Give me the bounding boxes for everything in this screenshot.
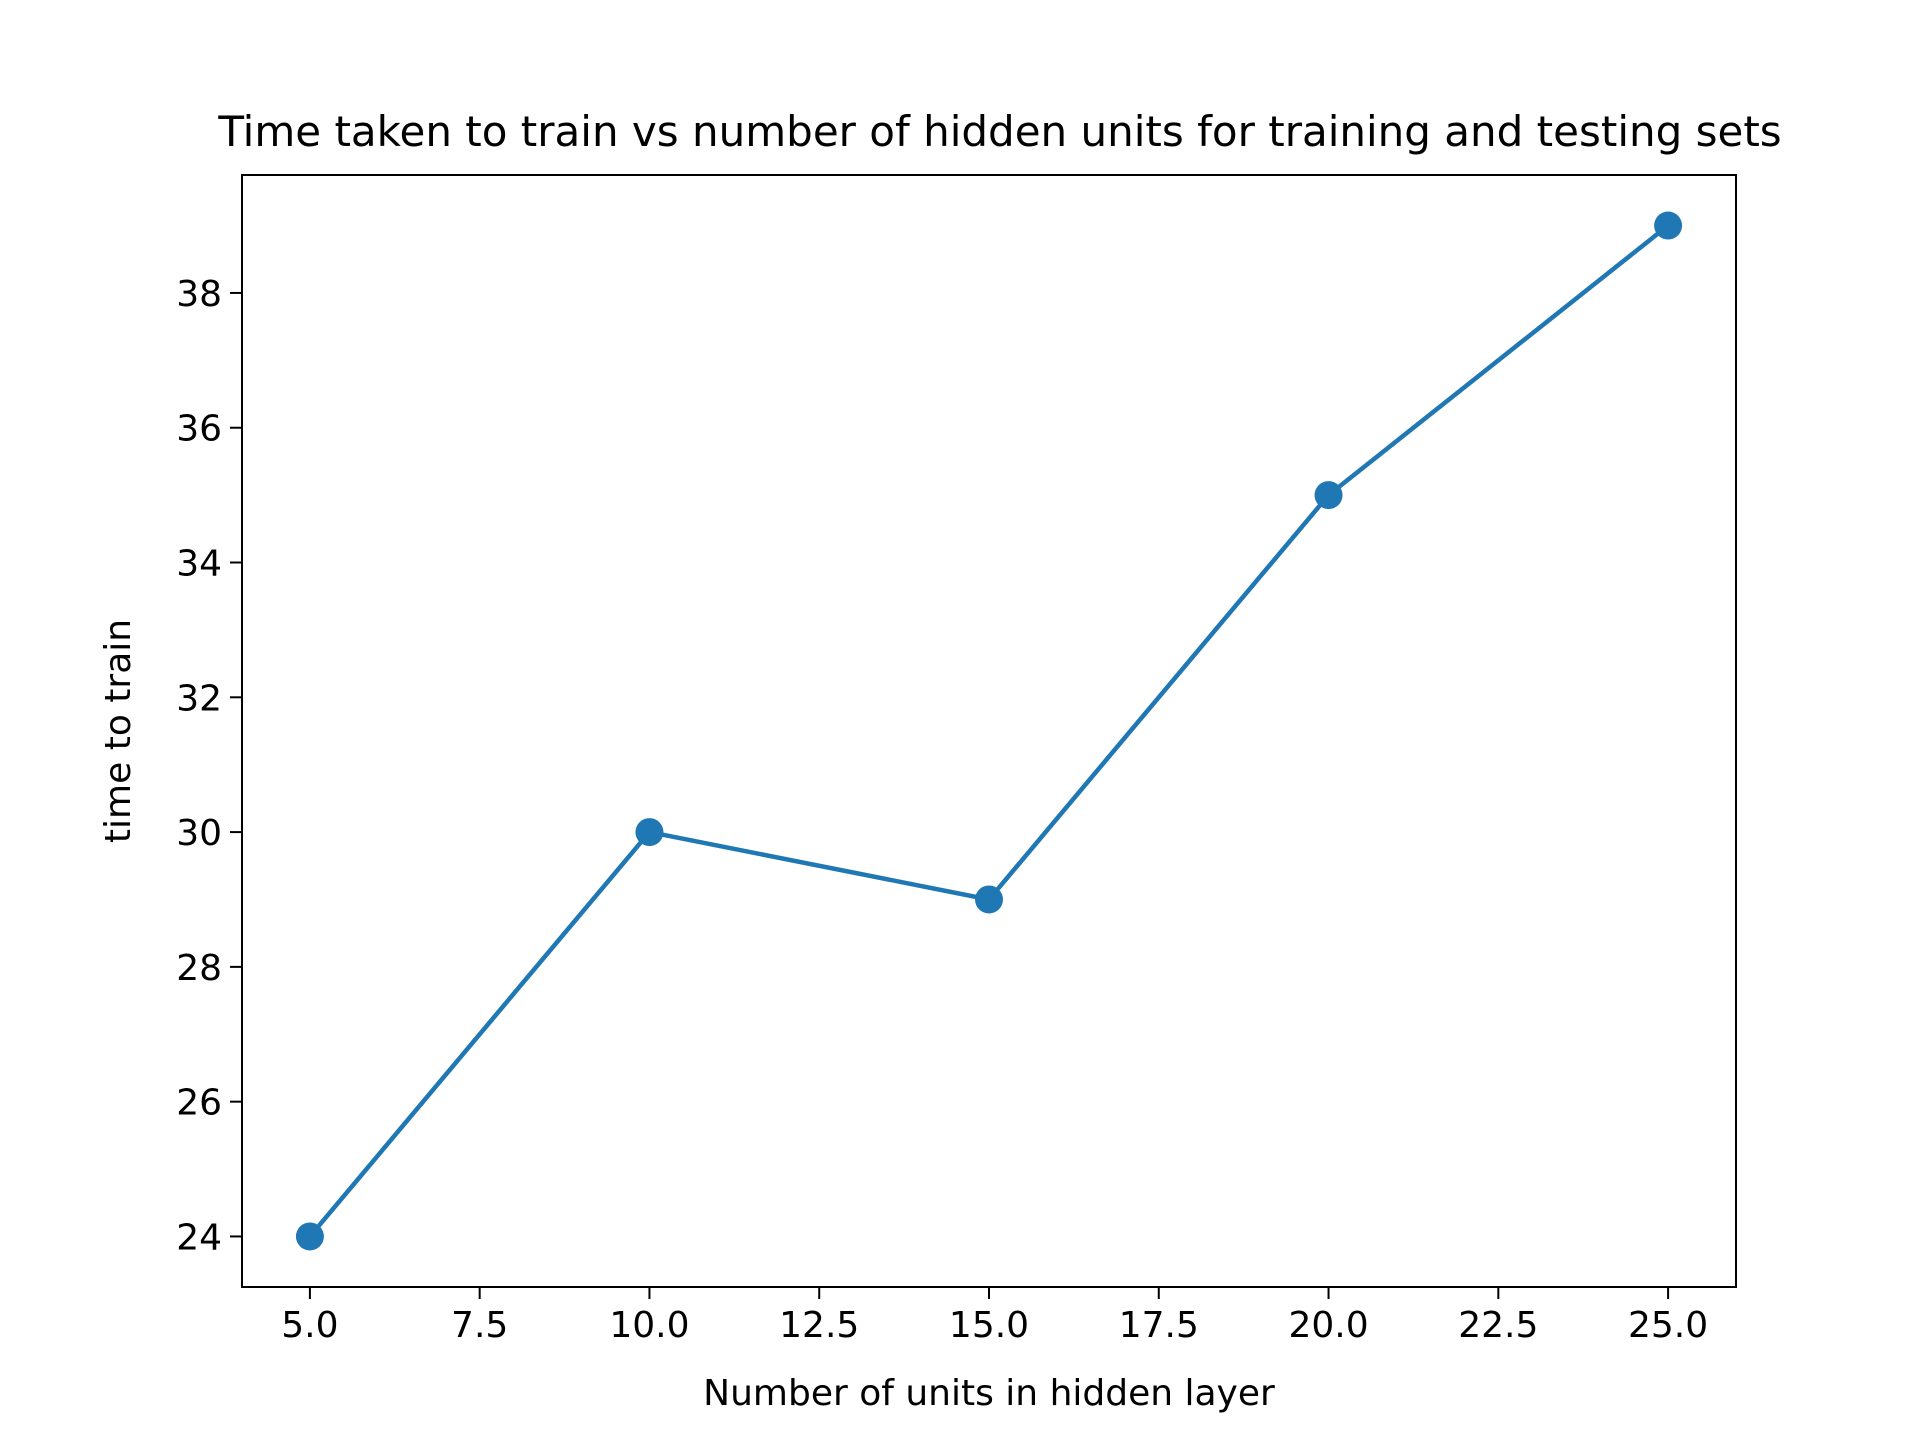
x-tick-label: 20.0: [1288, 1305, 1368, 1346]
x-tick-label: 12.5: [779, 1305, 859, 1346]
x-axis-ticks: 5.0 7.5 10.0 12.5 15.0 17.5 20.0 22.5 25.0: [281, 1287, 1708, 1346]
y-tick-label: 28: [176, 948, 222, 989]
data-point: [635, 818, 664, 847]
series-line: [308, 223, 1670, 1238]
series-layer: [295, 211, 1683, 1251]
x-tick-label: 22.5: [1458, 1305, 1538, 1346]
data-point: [295, 1222, 324, 1251]
y-tick-label: 24: [176, 1217, 222, 1258]
y-tick-label: 34: [176, 544, 222, 585]
y-tick-label: 30: [176, 813, 222, 854]
x-axis-label: Number of units in hidden layer: [703, 1373, 1275, 1414]
data-point: [975, 885, 1003, 914]
x-tick-label: 5.0: [281, 1305, 338, 1346]
plot-area-frame: [241, 174, 1737, 1288]
y-tick-label: 26: [176, 1083, 222, 1124]
chart-title: Time taken to train vs number of hidden …: [217, 107, 1781, 156]
data-point: [1314, 481, 1343, 510]
y-axis-ticks: 24 26 28 30 32 34 36 38: [176, 274, 242, 1258]
x-tick-label: 10.0: [609, 1305, 689, 1346]
x-tick-label: 7.5: [451, 1305, 508, 1346]
x-tick-label: 15.0: [949, 1305, 1029, 1346]
x-tick-label: 25.0: [1628, 1305, 1708, 1346]
y-axis-label: time to train: [98, 619, 139, 843]
y-tick-label: 36: [176, 409, 222, 450]
data-point: [1654, 211, 1683, 240]
x-tick-label: 17.5: [1119, 1305, 1199, 1346]
y-tick-label: 38: [176, 274, 222, 315]
y-tick-label: 32: [176, 678, 222, 719]
